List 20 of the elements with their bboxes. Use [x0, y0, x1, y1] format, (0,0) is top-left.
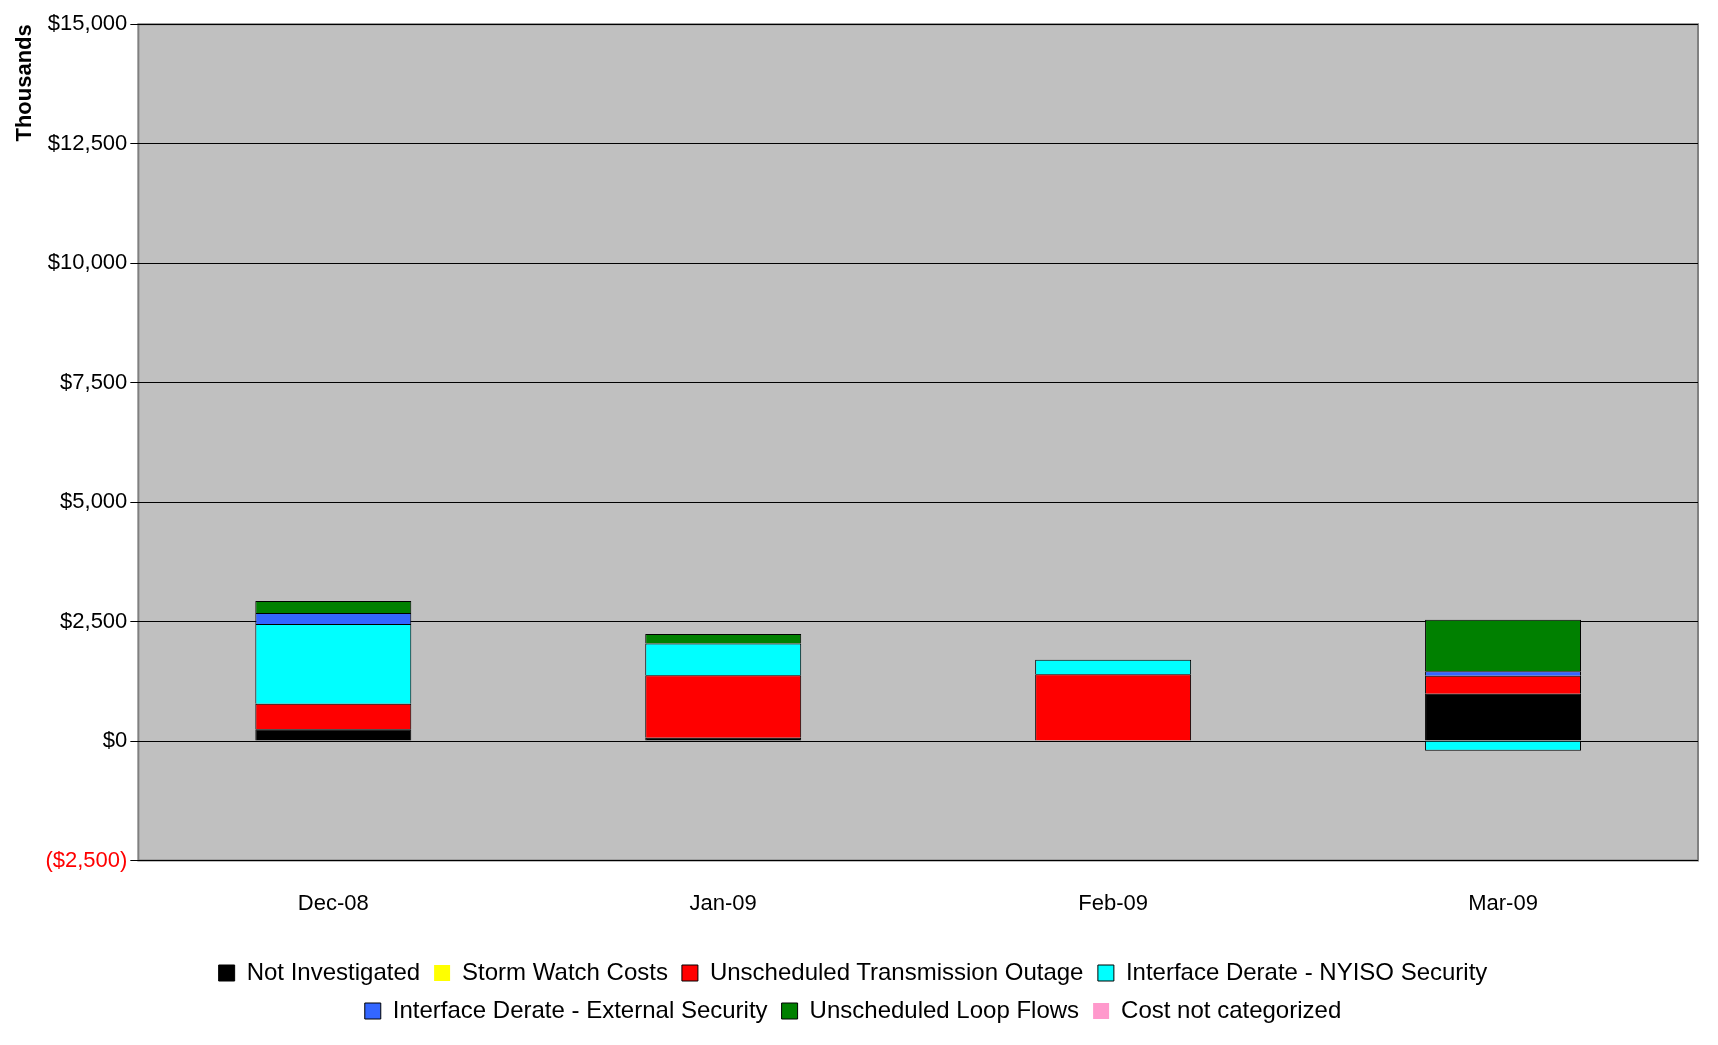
legend-label: Not Investigated: [246, 957, 421, 985]
y-tick-label: ($2,500): [45, 846, 128, 872]
legend-label: Storm Watch Costs: [462, 957, 668, 985]
y-tick-label: $15,000: [47, 10, 128, 36]
x-tick-label: Jan-09: [689, 889, 757, 915]
y-tick-label: $2,500: [60, 607, 128, 633]
y-tick-label: $5,000: [60, 488, 128, 514]
y-tick-label: $7,500: [60, 368, 128, 394]
legend-label: Unscheduled Transmission Outage: [709, 957, 1084, 985]
y-axis-title: Thousands: [11, 24, 37, 142]
y-tick-label: $12,500: [47, 129, 128, 155]
legend-label: Interface Derate - NYISO Security: [1125, 957, 1488, 985]
x-tick-label: Feb-09: [1078, 889, 1148, 915]
y-tick-label: $0: [102, 727, 128, 753]
x-tick-label: Mar-09: [1468, 889, 1538, 915]
legend-label: Interface Derate - External Security: [392, 995, 768, 1023]
y-tick-label: $10,000: [47, 249, 128, 275]
legend-label: Cost not categorized: [1121, 995, 1342, 1023]
legend-label: Unscheduled Loop Flows: [809, 995, 1080, 1023]
x-tick-label: Dec-08: [297, 889, 369, 915]
